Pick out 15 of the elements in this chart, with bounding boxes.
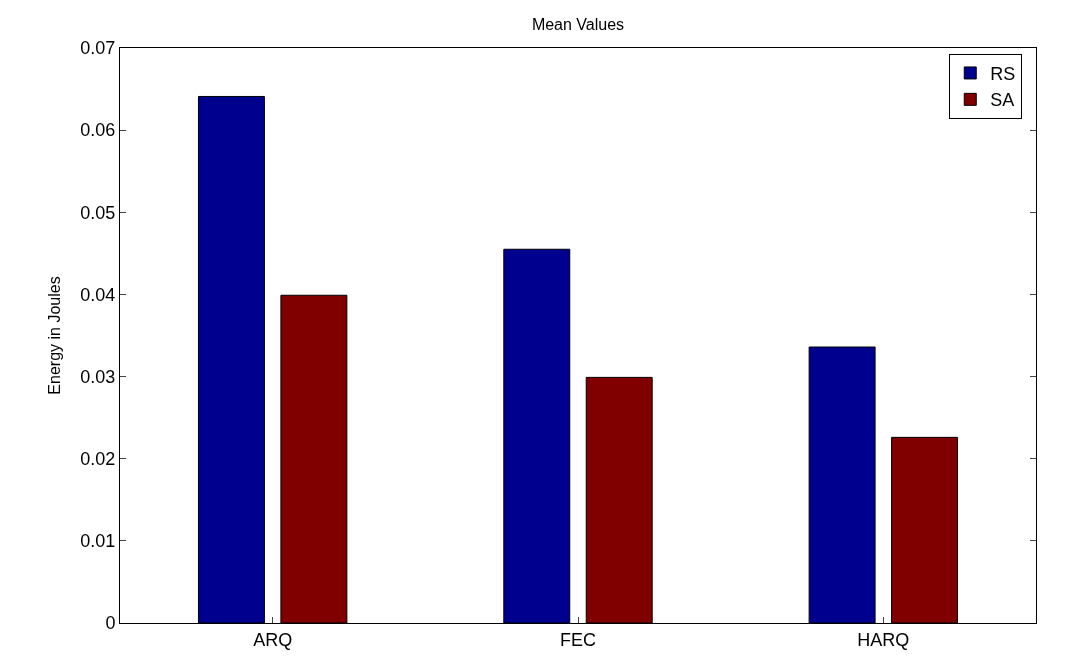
y-tick-label: 0.02 [80,449,116,470]
legend-label: RS [990,63,1016,84]
y-tick-label: 0.06 [80,120,116,141]
y-tick-label: 0.04 [80,284,116,305]
y-tick-label: 0.07 [80,38,116,59]
y-tick-label: 0.03 [80,366,116,387]
x-tick-label: ARQ [253,629,293,650]
y-tick-label: 0.01 [80,531,116,552]
y-tick-label: 0.05 [80,202,116,223]
y-axis-title: Energy in Joules [46,276,64,395]
x-tick-label: HARQ [857,629,910,650]
legend-label: SA [990,90,1015,111]
x-tick-label: FEC [560,629,596,650]
y-tick-label: 0 [105,613,116,634]
chart-title: Mean Values [531,16,625,34]
